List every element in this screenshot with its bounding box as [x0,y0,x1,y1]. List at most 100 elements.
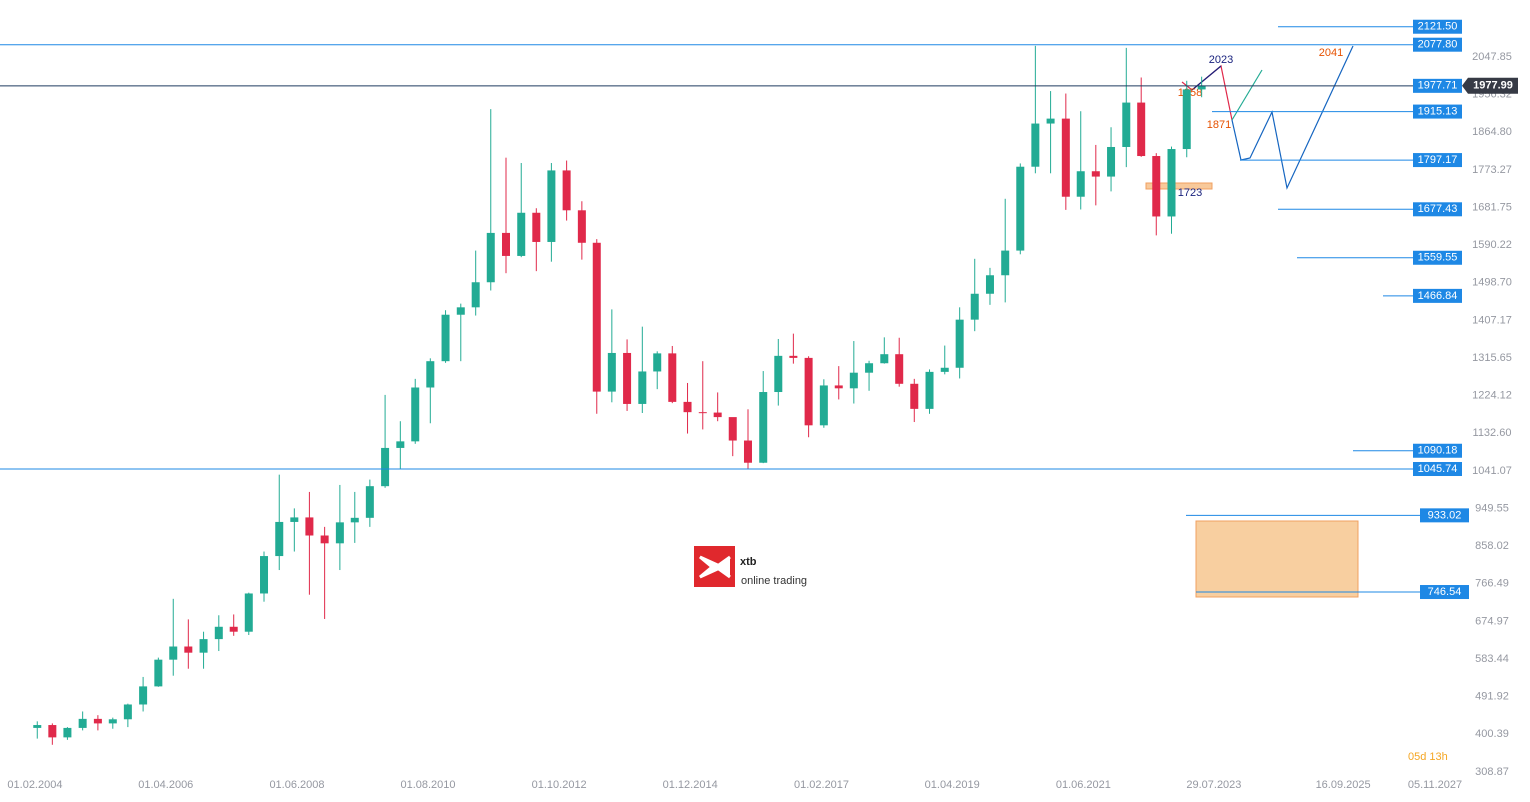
x-tick-label: 01.06.2021 [1056,779,1111,791]
candle-body [955,319,964,368]
y-tick-label: 1041.07 [1472,465,1512,477]
candle-body [1091,171,1100,177]
level-box [1413,288,1462,303]
y-tick-label: 1132.60 [1473,427,1512,439]
candle-body [1152,156,1161,217]
candle-body [834,385,843,389]
x-tick-label: 01.08.2010 [400,779,455,791]
candle-body [683,401,692,413]
candle-body [33,725,42,728]
candle-body [1197,85,1206,90]
candle-body [925,371,934,409]
logo-tagline: online trading [741,575,807,587]
candle-body [139,686,148,705]
candle-body [1167,149,1176,217]
candle-body [895,354,904,384]
level-box [1420,585,1469,600]
x-tick-label: 05.11.2027 [1408,779,1462,791]
candle-body [441,314,450,362]
candle-body [365,486,374,518]
candle-body [123,704,132,720]
projection-line [1231,45,1354,190]
level-box [1413,250,1462,265]
candle-body [607,352,616,392]
candle-body [1031,123,1040,167]
candle-body [169,646,178,660]
annotation: 2041 [1319,47,1343,59]
level-label: 1045.74 [1418,463,1458,475]
candle-body [743,440,752,463]
candle-body [880,354,889,364]
y-tick-label: 1590.22 [1472,239,1512,251]
candle-body [623,352,632,404]
y-tick-label: 400.39 [1475,728,1509,740]
candle-body [638,371,647,404]
x-tick-label: 01.04.2019 [925,779,980,791]
annotation: 1871 [1207,119,1231,131]
y-tick-label: 1315.65 [1472,352,1512,364]
candle-body [260,556,269,594]
zone [1195,520,1359,598]
level-label: 1466.84 [1418,290,1458,302]
candle-body [698,412,707,414]
y-tick-label: 1498.70 [1472,277,1512,289]
candle-body [1016,166,1025,251]
candle-body [350,517,359,523]
y-tick-label: 1407.17 [1472,314,1512,326]
candle-body [1046,118,1055,124]
y-tick-label: 674.97 [1475,615,1509,627]
candle-body [562,170,571,211]
logo-text: xtb [740,556,757,568]
candle-body [229,626,238,632]
candle-body [486,232,495,283]
candle-body [320,535,329,544]
candle-body [411,387,420,442]
y-tick-label: 766.49 [1475,578,1509,590]
projection-sketch [1181,45,1354,190]
candle-body [1001,250,1010,276]
candle-body [1076,171,1085,197]
x-tick-label: 01.02.2017 [794,779,849,791]
candle-body [759,392,768,463]
candle-body [290,517,299,522]
level-label: 2077.80 [1418,39,1458,51]
level-box [1413,462,1462,477]
candle-body [426,361,435,388]
candle-body [804,357,813,426]
candle-body [199,639,208,653]
price-tag [1462,77,1518,94]
candle-body [48,725,57,738]
y-tick-label: 2047.85 [1472,51,1512,63]
candle-body [547,170,556,242]
candle-body [819,385,828,426]
annotation: 1723 [1178,187,1202,199]
candle-body [849,372,858,389]
candle-body [668,353,677,402]
candle-body [1061,118,1070,197]
candle-body [78,718,87,728]
candle-body [184,646,193,653]
x-tick-label: 01.06.2008 [269,779,324,791]
candle-body [970,293,979,320]
level-label: 1797.17 [1418,154,1458,166]
candle-body [1182,89,1191,150]
y-tick-label: 1864.80 [1472,126,1512,138]
candle-body [335,522,344,544]
x-tick-label: 29.07.2023 [1186,779,1241,791]
candle-body [1107,146,1116,177]
candle-body [940,367,949,372]
level-label: 746.54 [1428,586,1462,598]
level-box [1413,78,1462,93]
logo: xtb online trading [694,546,807,587]
y-tick-label: 583.44 [1475,653,1509,665]
candle-body [985,275,994,294]
candle-body [502,232,511,256]
zone [1145,182,1213,190]
candle-body [728,417,737,441]
candle-body [381,447,390,487]
y-tick-label: 858.02 [1475,540,1509,552]
candle-body [154,659,163,687]
candle-body [577,210,586,243]
annotation: 2023 [1209,54,1233,66]
candle-body [532,212,541,242]
